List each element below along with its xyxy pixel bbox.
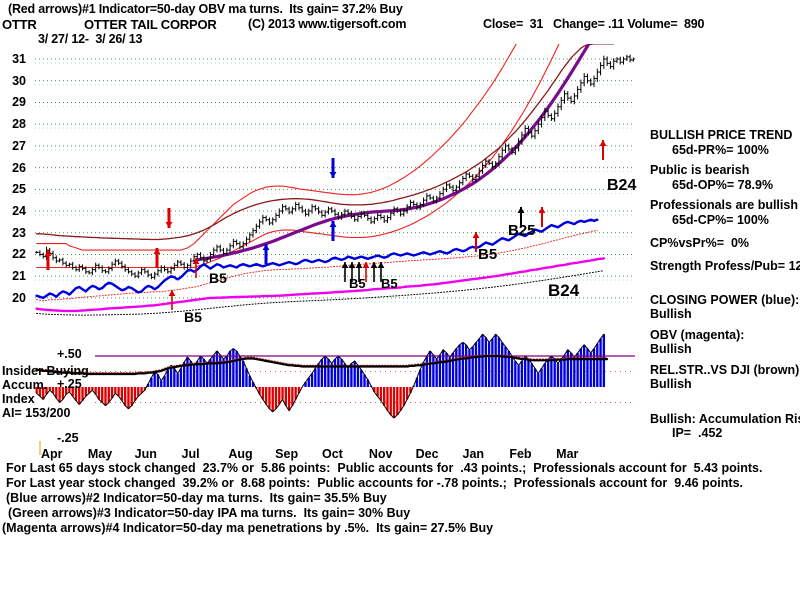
price-bars: [35, 54, 635, 280]
y-tick-22: 22: [12, 247, 26, 262]
month-label-jul: Jul: [181, 447, 200, 461]
scale-minus-25: -.25: [57, 431, 79, 445]
month-label-may: May: [87, 447, 113, 461]
month-label-mar: Mar: [556, 447, 579, 461]
annotation-b5-6: B5: [349, 276, 366, 291]
y-tick-29: 29: [12, 95, 26, 110]
rel-strength-title: REL.STR..VS DJI (brown): [650, 363, 800, 377]
cp-vs-pr-value: CP%vsPr%= 0%: [650, 236, 750, 250]
public-sentiment-value: 65d-OP%= 78.9%: [672, 178, 774, 192]
ai-value-label: AI= 153/200: [2, 406, 71, 420]
obv-value: Bullish: [650, 342, 692, 356]
obv-title: OBV (magenta):: [650, 328, 745, 342]
month-label-jan: Jan: [462, 447, 485, 461]
month-label-jun: Jun: [134, 447, 157, 461]
annotation-b5-4: B5: [209, 270, 227, 286]
note-line-4: (Green arrows)#3 Indicator=50-day IPA ma…: [8, 506, 411, 520]
month-label-aug: Aug: [228, 447, 253, 461]
closing-power-value: Bullish: [650, 307, 692, 321]
y-tick-25: 25: [12, 182, 26, 197]
rel-strength-value: Bullish: [650, 377, 692, 391]
annotation-b24-3: B24: [548, 281, 580, 300]
note-line-1: For Last 65 days stock changed 23.7% or …: [6, 461, 763, 475]
professional-sentiment-value: 65d-CP%= 100%: [672, 213, 769, 227]
accumulation-ip-value: IP= .452: [672, 426, 723, 440]
y-tick-31: 31: [12, 52, 26, 67]
annotation-b5-5: B5: [184, 309, 202, 325]
price-trend-value: 65d-PR%= 100%: [672, 143, 769, 157]
annotation-b24-0: B24: [607, 177, 637, 194]
price-trend-title: BULLISH PRICE TREND: [650, 128, 793, 142]
annotation-b25-1: B25: [508, 222, 536, 239]
scale-plus-50: +.50: [57, 347, 82, 361]
month-label-nov: Nov: [368, 447, 393, 461]
quote-summary: Close= 31 Change= .11 Volume= 890: [483, 17, 705, 31]
y-tick-27: 27: [12, 138, 26, 153]
y-tick-24: 24: [12, 204, 26, 219]
month-label-sep: Sep: [275, 447, 299, 461]
closing-power-title: CLOSING POWER (blue):: [650, 293, 800, 307]
indicator-1-header: (Red arrows)#1 Indicator=50-day OBV ma t…: [8, 2, 403, 16]
note-line-2: For Last year stock changed 39.2% or 8.6…: [6, 476, 743, 490]
chart-svg: [35, 44, 635, 419]
company-name: OTTER TAIL CORPOR: [84, 17, 217, 32]
note-line-5: (Magenta arrows)#4 Indicator=50-day ma p…: [2, 521, 494, 535]
note-line-3: (Blue arrows)#2 Indicator=50-day ma turn…: [6, 491, 387, 505]
price-chart-plot: [35, 44, 635, 430]
strength-prof-pub-value: Strength Profess/Pub= 12: [650, 259, 800, 273]
index-label: Index: [2, 392, 35, 406]
month-label-oct: Oct: [322, 447, 343, 461]
month-label-apr: Apr: [41, 447, 63, 461]
y-tick-21: 21: [12, 269, 26, 284]
public-sentiment-title: Public is bearish: [650, 163, 750, 177]
ticker-symbol: OTTR: [2, 17, 37, 32]
y-tick-23: 23: [12, 225, 26, 240]
month-label-dec: Dec: [415, 447, 439, 461]
scale-plus-25: +.25: [57, 377, 82, 391]
annotation-b5-7: B5: [381, 276, 398, 291]
y-tick-26: 26: [12, 160, 26, 175]
date-range: 3/ 27/ 12- 3/ 26/ 13: [38, 32, 143, 46]
y-tick-20: 20: [12, 290, 26, 305]
axis-origin-tick: [39, 441, 41, 455]
month-label-feb: Feb: [509, 447, 532, 461]
y-tick-28: 28: [12, 117, 26, 132]
annotation-b5-2: B5: [478, 246, 498, 263]
insider-buying-label: Insider Buying: [2, 364, 89, 378]
y-tick-30: 30: [12, 73, 26, 88]
professional-sentiment-title: Professionals are bullish: [650, 198, 798, 212]
accumulation-title: Bullish: Accumulation Risi: [650, 412, 800, 426]
accumulation-bars: [35, 334, 606, 418]
accum-label: Accum.: [2, 378, 48, 392]
copyright-notice: (C) 2013 www.tigersoft.com: [248, 17, 407, 31]
signal-arrows: [44, 140, 607, 310]
